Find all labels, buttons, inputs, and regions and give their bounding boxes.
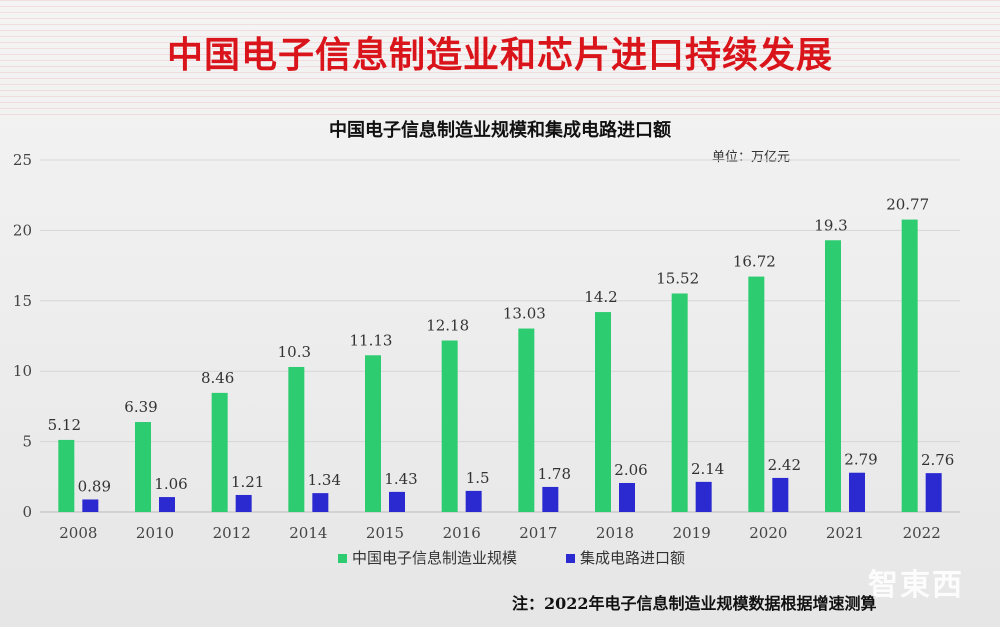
bar-ic-import	[925, 473, 942, 512]
footnote: 注：2022年电子信息制造业规模数据根据增速测算	[512, 594, 877, 613]
bar-ic-import	[235, 494, 252, 512]
bar-ic-import	[465, 490, 482, 512]
bar-ic-import	[695, 481, 712, 512]
bar-ic-import	[772, 477, 789, 512]
data-label-ic-import: 2.06	[614, 461, 647, 479]
x-tick-label: 2008	[59, 524, 97, 542]
bar-electronics	[901, 219, 918, 512]
bar-electronics	[748, 276, 765, 512]
x-tick-label: 2020	[749, 524, 787, 542]
bar-electronics	[441, 340, 458, 512]
bar-ic-import	[159, 497, 175, 512]
y-tick-label: 10	[13, 362, 32, 380]
bar-ic-import	[312, 493, 329, 512]
slide-title: 中国电子信息制造业和芯片进口持续发展	[166, 35, 833, 76]
data-label-electronics: 8.46	[201, 369, 234, 387]
data-label-ic-import: 1.21	[231, 473, 264, 491]
y-tick-label: 15	[13, 292, 32, 310]
unit-label: 单位：万亿元	[712, 150, 791, 165]
bar-electronics	[671, 293, 688, 512]
bar-electronics	[595, 312, 611, 512]
data-label-ic-import: 1.43	[384, 470, 417, 488]
x-tick-label: 2010	[136, 524, 174, 542]
data-label-ic-import: 2.14	[691, 460, 724, 478]
bar-ic-import	[619, 482, 635, 512]
legend-swatch-electronics	[338, 554, 347, 563]
legend-label-electronics: 中国电子信息制造业规模	[352, 549, 517, 567]
data-label-electronics: 14.2	[584, 288, 617, 306]
legend-swatch-ic-import	[566, 554, 575, 563]
x-tick-label: 2014	[289, 524, 327, 542]
x-tick-label: 2016	[443, 524, 481, 542]
x-tick-label: 2015	[366, 524, 404, 542]
bar-electronics	[518, 328, 535, 512]
bar-electronics	[288, 366, 305, 512]
data-label-ic-import: 1.06	[154, 475, 187, 493]
y-tick-label: 25	[13, 151, 32, 169]
decorative-stripes	[0, 0, 1000, 120]
x-tick-label: 2018	[596, 524, 634, 542]
bar-ic-import	[542, 486, 559, 512]
bar-electronics	[365, 355, 381, 512]
data-label-electronics: 12.18	[426, 317, 469, 335]
data-label-ic-import: 2.42	[768, 456, 801, 474]
bar-ic-import	[82, 499, 99, 512]
legend-label-ic-import: 集成电路进口额	[580, 549, 685, 567]
x-tick-label: 2019	[673, 524, 711, 542]
bar-electronics	[825, 240, 841, 513]
x-tick-label: 2021	[826, 524, 864, 542]
data-label-electronics: 11.13	[350, 331, 393, 349]
data-label-electronics: 15.52	[656, 269, 699, 287]
data-label-electronics: 16.72	[733, 253, 776, 271]
y-tick-label: 20	[13, 221, 32, 239]
x-tick-label: 2017	[519, 524, 557, 542]
y-tick-label: 0	[22, 503, 32, 521]
bar-electronics	[58, 439, 75, 512]
y-tick-label: 5	[22, 433, 32, 451]
data-label-ic-import: 2.79	[844, 451, 877, 469]
data-label-electronics: 5.12	[48, 416, 81, 434]
data-label-electronics: 13.03	[503, 305, 546, 323]
data-label-electronics: 19.3	[814, 216, 847, 234]
bar-electronics	[135, 422, 151, 512]
bar-electronics	[211, 392, 228, 512]
data-label-ic-import: 1.78	[538, 465, 571, 483]
chart-title: 中国电子信息制造业规模和集成电路进口额	[329, 120, 671, 141]
x-tick-label: 2012	[213, 524, 251, 542]
data-label-electronics: 6.39	[124, 398, 157, 416]
data-label-ic-import: 0.89	[78, 477, 111, 495]
x-tick-label: 2022	[903, 524, 941, 542]
data-label-electronics: 10.3	[278, 343, 311, 361]
data-label-ic-import: 1.5	[466, 469, 490, 487]
bar-ic-import	[849, 472, 865, 512]
data-label-ic-import: 1.34	[308, 471, 341, 489]
watermark-logo: 智東西	[868, 568, 964, 603]
bar-ic-import	[389, 491, 405, 512]
data-label-ic-import: 2.76	[921, 451, 954, 469]
data-label-electronics: 20.77	[886, 196, 929, 214]
